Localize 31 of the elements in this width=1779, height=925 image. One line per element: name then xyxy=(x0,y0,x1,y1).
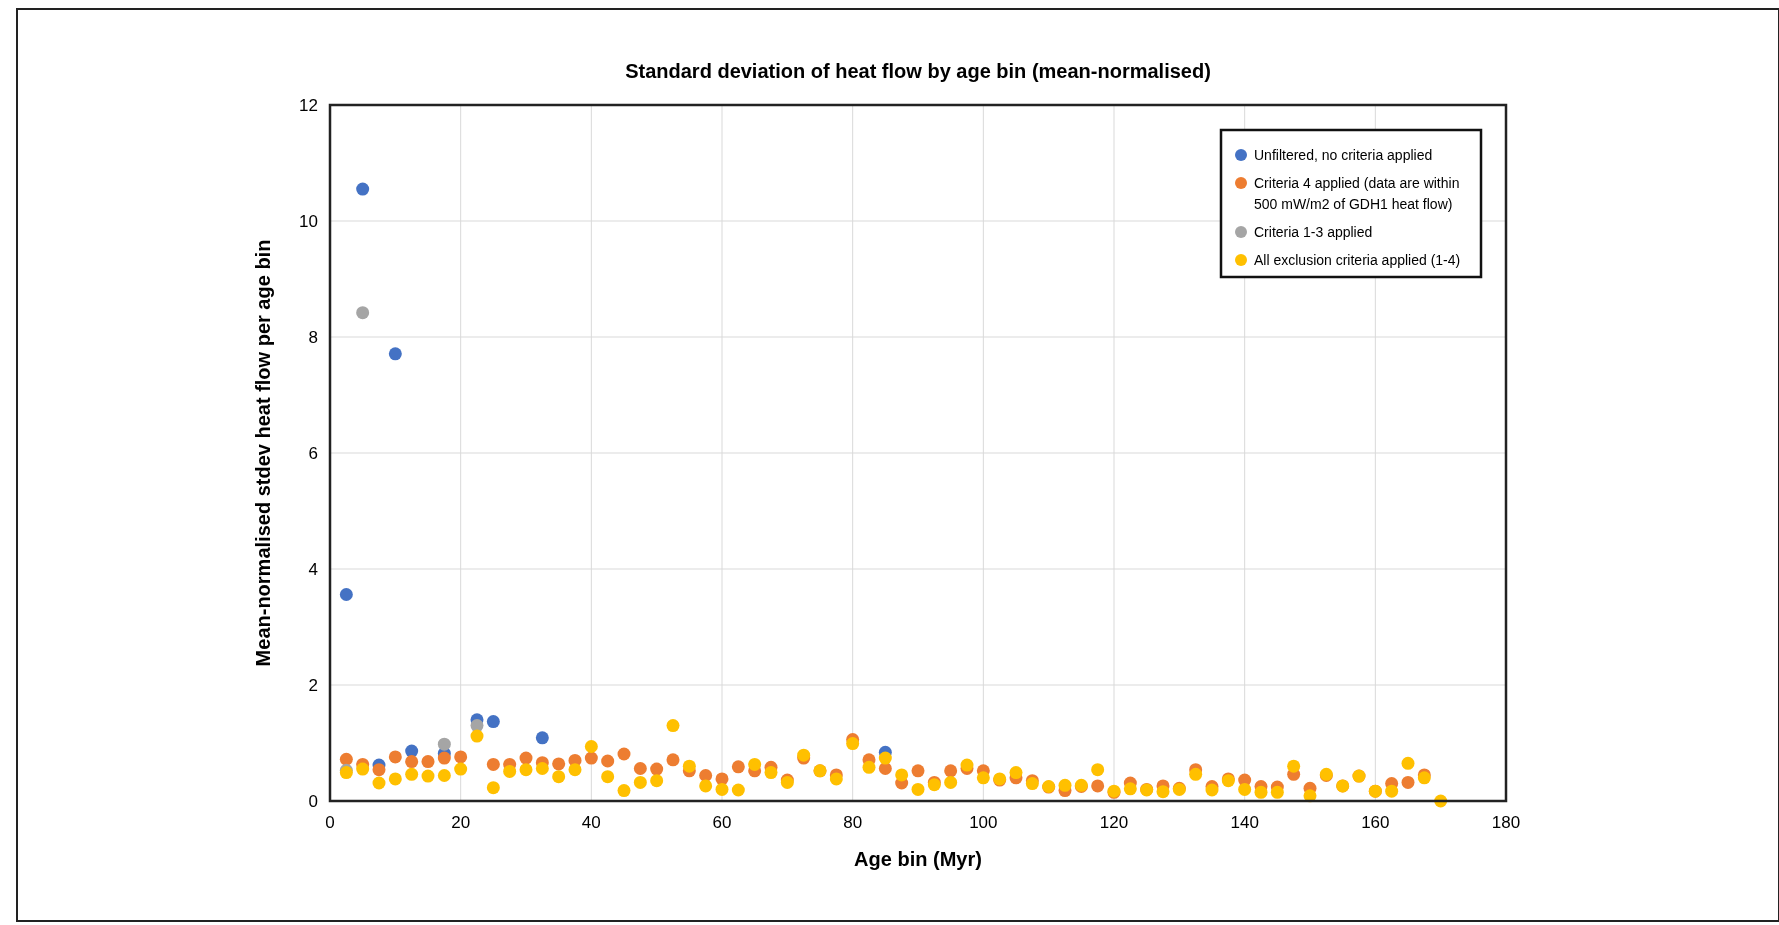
point xyxy=(486,715,500,729)
y-tick-label: 0 xyxy=(308,792,318,811)
x-tick-label: 0 xyxy=(325,813,335,832)
x-tick-label: 140 xyxy=(1230,813,1259,832)
x-tick-label: 60 xyxy=(712,813,732,832)
y-tick-label: 12 xyxy=(299,96,318,115)
x-tick-label: 40 xyxy=(581,813,601,832)
x-tick-label: 80 xyxy=(843,813,863,832)
x-axis-title: Age bin (Myr) xyxy=(854,848,982,870)
point xyxy=(356,306,370,320)
x-tick-label: 20 xyxy=(451,813,471,832)
y-tick-label: 8 xyxy=(308,328,318,347)
legend-label: Criteria 1-3 applied xyxy=(1254,224,1373,240)
point xyxy=(339,588,353,602)
point xyxy=(356,182,370,196)
y-tick-label: 10 xyxy=(299,212,318,231)
y-tick-label: 6 xyxy=(308,444,318,463)
x-tick-label: 100 xyxy=(969,813,998,832)
y-tick-label: 4 xyxy=(308,560,318,579)
legend-label: All exclusion criteria applied (1-4) xyxy=(1254,252,1461,268)
y-tick-label: 2 xyxy=(308,676,318,695)
point xyxy=(535,731,549,745)
point xyxy=(437,737,451,751)
point xyxy=(388,347,402,361)
x-tick-label: 180 xyxy=(1491,813,1521,832)
chart-title: Standard deviation of heat flow by age bin (mean-normalised) xyxy=(625,60,1211,82)
legend-label: Unfiltered, no criteria applied xyxy=(1254,147,1433,163)
y-axis-title: Mean-normalised stdev heat flow per age bin xyxy=(252,239,274,667)
x-tick-label: 160 xyxy=(1361,813,1390,832)
x-tick-label: 120 xyxy=(1099,813,1129,832)
legend-label: Criteria 4 applied (data are within 500 mW/m2 of GDH1 heat flow) xyxy=(1254,175,1460,212)
